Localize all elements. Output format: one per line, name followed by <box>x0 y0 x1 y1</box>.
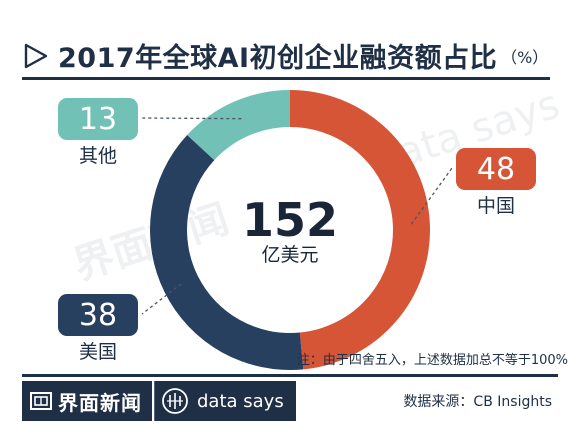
rounding-note: 注：由于四舍五入，上述数据加总不等于100% <box>296 353 568 368</box>
jiemian-logo: 界面新闻 <box>22 381 152 421</box>
donut-slice-other <box>187 90 290 161</box>
footer-divider <box>22 374 558 377</box>
slice-value-box-other: 13 <box>58 98 138 140</box>
slice-value-box-china: 48 <box>456 148 536 190</box>
data-says-icon <box>162 388 188 414</box>
footer: 界面新闻 data says 数据来源：CB Insights <box>22 379 558 423</box>
jiemian-logo-text: 界面新闻 <box>58 390 142 415</box>
play-triangle-icon <box>24 43 48 68</box>
slice-value-box-usa: 38 <box>58 294 138 336</box>
title-divider <box>22 77 550 80</box>
slice-label-other: 其他 <box>78 145 117 167</box>
chart-unit: （%） <box>501 47 549 67</box>
data-says-text: data says <box>197 390 284 412</box>
leader-line-usa <box>141 283 182 315</box>
slice-label-china: 中国 <box>476 195 515 217</box>
center-total-unit: 亿美元 <box>261 244 319 266</box>
slice-label-usa: 美国 <box>78 341 117 363</box>
leader-line-other <box>141 117 242 120</box>
chart-title: 2017年全球AI初创企业融资额占比 <box>58 43 498 74</box>
title-row: 2017年全球AI初创企业融资额占比 （%） <box>22 36 548 75</box>
jiemian-logo-icon <box>30 392 52 410</box>
center-total-value: 152 <box>241 193 339 247</box>
data-says-logo: data says <box>154 381 296 421</box>
header: 2017年全球AI初创企业融资额占比 （%） <box>0 0 580 80</box>
donut-slice-usa <box>150 135 304 370</box>
donut-slice-china <box>290 90 431 370</box>
data-source: 数据来源：CB Insights <box>403 394 552 410</box>
